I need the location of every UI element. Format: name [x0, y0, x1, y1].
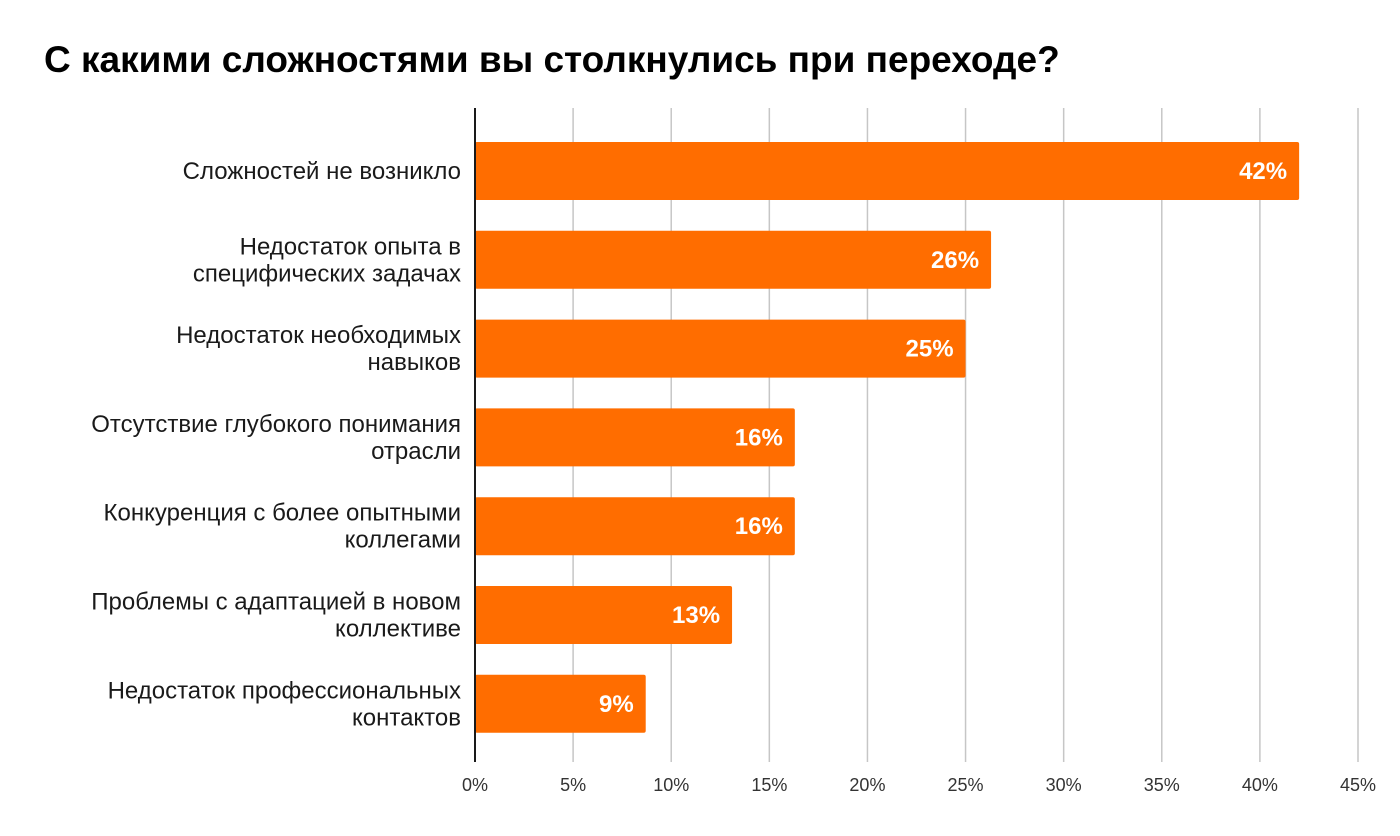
data-label: 42%: [1239, 158, 1287, 185]
bar: [475, 230, 992, 289]
data-label: 16%: [735, 424, 783, 451]
bar: [475, 319, 966, 378]
category-label: Недостаток опыта в специфических задачах: [193, 233, 461, 287]
data-label: 16%: [735, 513, 783, 540]
x-tick-label: 35%: [1144, 775, 1180, 795]
category-label: Проблемы с адаптацией в новом коллективе: [91, 589, 461, 643]
bars: 42% 26% 25% 16% 16% 13% 9%: [475, 142, 1300, 733]
bar: [475, 674, 646, 733]
data-label: 13%: [672, 602, 720, 629]
x-tick-label: 20%: [849, 775, 885, 795]
data-label: 25%: [906, 336, 954, 363]
bar: [475, 586, 733, 644]
gridlines: [572, 108, 1359, 762]
x-tick-label: 10%: [653, 775, 689, 795]
category-label: Недостаток необходимых навыков: [176, 322, 461, 376]
category-label: Отсутствие глубокого понимания отрасли: [91, 411, 461, 465]
x-tick-label: 40%: [1242, 775, 1278, 795]
data-label: 9%: [599, 691, 634, 718]
x-tick-label: 15%: [751, 775, 787, 795]
bar: [475, 142, 1300, 200]
x-tick-label: 30%: [1046, 775, 1082, 795]
category-label: Сложностей не возникло: [183, 158, 461, 185]
x-tick-label: 25%: [948, 775, 984, 795]
data-label: 26%: [931, 247, 979, 274]
x-tick-label: 0%: [462, 775, 488, 795]
x-tick-label: 5%: [560, 775, 586, 795]
x-axis-ticks: 0% 5% 10% 15% 20% 25% 30% 35% 40% 45%: [462, 775, 1376, 795]
chart-title: С какими сложностями вы столкнулись при …: [44, 39, 1060, 80]
category-label: Конкуренция с более опытными коллегами: [104, 500, 461, 554]
bar: [475, 497, 795, 556]
x-tick-label: 45%: [1340, 775, 1376, 795]
bar: [475, 408, 795, 467]
category-labels: Сложностей не возникло Недостаток опыта в…: [91, 158, 461, 731]
category-label: Недостаток профессиональных контактов: [108, 677, 461, 731]
